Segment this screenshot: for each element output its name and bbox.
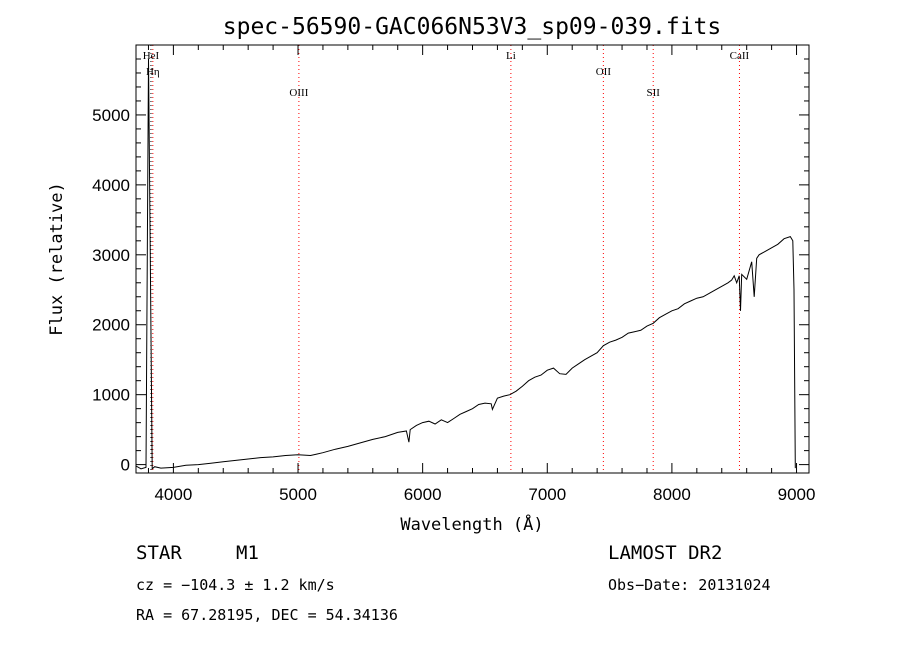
chart-title: spec-56590-GAC066N53V3_sp09-039.fits: [223, 14, 722, 40]
line-label-oii: OII: [596, 66, 612, 78]
redshift-cz: cz = −104.3 ± 1.2 km/s: [136, 576, 335, 594]
line-label-h-: Hη: [146, 66, 160, 78]
line-label-sii: SII: [646, 87, 660, 99]
x-tick-label: 9000: [778, 485, 816, 504]
y-tick-label: 2000: [92, 316, 130, 335]
line-label-oiii: OIII: [289, 87, 308, 99]
x-tick-label: 6000: [404, 485, 442, 504]
y-tick-label: 3000: [92, 246, 130, 265]
y-tick-label: 0: [121, 456, 130, 475]
x-tick-label: 8000: [653, 485, 691, 504]
spectrum-series-line: [135, 58, 796, 470]
survey-name: LAMOST DR2: [608, 542, 722, 564]
line-label-caii: CaII: [730, 50, 750, 62]
x-axis-label: Wavelength (Å): [400, 513, 543, 535]
x-tick-label: 7000: [528, 485, 566, 504]
series-layer: [135, 58, 796, 470]
line-label-li: Li: [506, 50, 516, 62]
y-axis-label: Flux (relative): [47, 182, 67, 336]
y-tick-label: 1000: [92, 386, 130, 405]
y-tick-label: 5000: [92, 106, 130, 125]
sky-coordinates: RA = 67.28195, DEC = 54.34136: [136, 606, 398, 624]
axis-ticks: 4000 5000 6000 7000 8000 9000 0 1000 2000 3000 400…: [92, 45, 815, 504]
object-subclass: M1: [236, 542, 259, 564]
line-label-hei: HeI: [143, 50, 160, 62]
spectral-line-markers: HeI Hη OIII Li OII SII CaII: [143, 45, 750, 473]
y-tick-label: 4000: [92, 176, 130, 195]
object-class: STAR: [136, 542, 182, 564]
x-tick-label: 5000: [279, 485, 317, 504]
observation-date: Obs−Date: 20131024: [608, 576, 771, 594]
x-tick-label: 4000: [154, 485, 192, 504]
